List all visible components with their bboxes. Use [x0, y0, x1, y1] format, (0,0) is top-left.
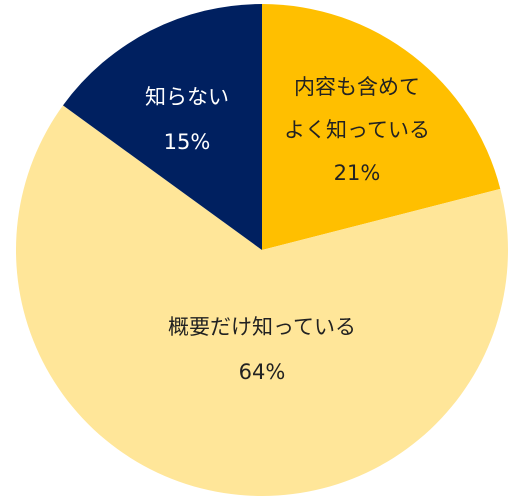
slice-category-label-0: 内容も含めて — [294, 75, 420, 99]
slice-value-label-0: 21% — [334, 161, 381, 185]
pie-slice-1 — [15, 105, 508, 496]
slice-value-label-1: 64% — [239, 360, 286, 384]
slice-category-label-2: 知らない — [145, 85, 229, 109]
slice-category-label-0: よく知っている — [284, 118, 430, 142]
pie-slice-2 — [62, 3, 263, 250]
slice-value-label-2: 15% — [164, 130, 211, 154]
pie-slice-0 — [262, 4, 501, 250]
slice-category-label-1: 概要だけ知っている — [168, 315, 356, 339]
